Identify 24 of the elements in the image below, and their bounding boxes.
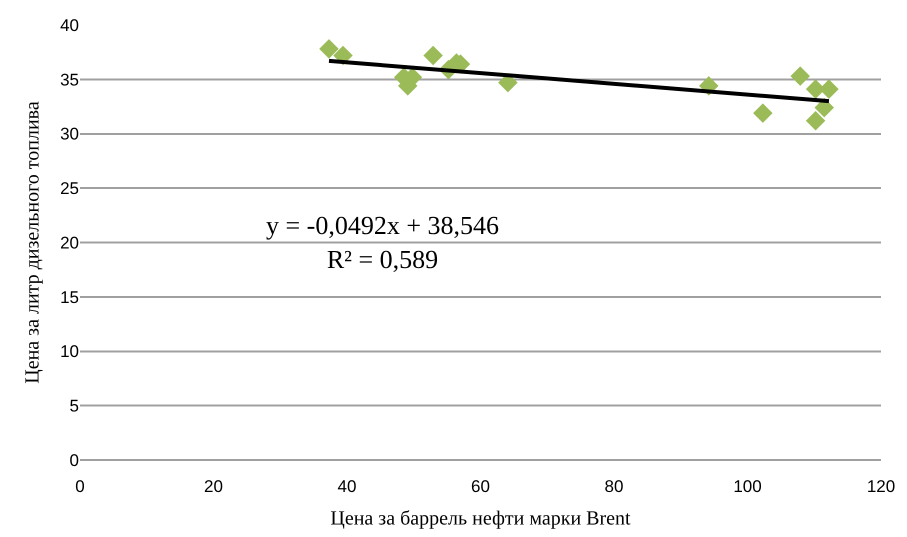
x-tick-label: 120 (866, 477, 896, 496)
y-tick-label: 25 (60, 179, 79, 198)
y-tick-label: 10 (60, 342, 79, 362)
y-tick-label: 0 (70, 450, 79, 470)
point (806, 110, 826, 130)
y-tick-label: 40 (60, 16, 79, 35)
x-tick-label: 100 (733, 477, 762, 496)
point (498, 72, 518, 92)
y-tick-label: 15 (60, 288, 79, 307)
x-tick-label: 80 (604, 477, 624, 496)
y-tick-label: 5 (70, 396, 79, 416)
annotation: y = -0,0492x + 38,546 R² = 0,589 (266, 211, 499, 274)
point (423, 46, 443, 66)
x-axis-title: Цена за баррель нефти марки Brent (330, 508, 632, 530)
x-tick-label: 20 (204, 477, 223, 496)
point (319, 39, 339, 59)
point (790, 66, 810, 86)
y-tick-label: 20 (60, 233, 79, 252)
x-tick-label: 40 (338, 477, 356, 496)
x-tick-label: 60 (471, 477, 490, 496)
y-tick-label: 30 (60, 124, 79, 144)
y-axis-title: Цена за литр дизельного топлива (22, 101, 44, 384)
y-tick-label: 35 (60, 70, 79, 90)
point (753, 103, 773, 123)
